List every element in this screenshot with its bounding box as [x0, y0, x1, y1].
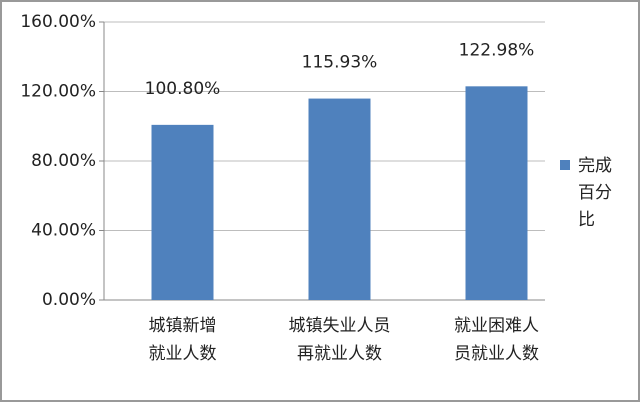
y-tick-label: 120.00% — [20, 82, 96, 102]
legend-label: 完成百分比 — [578, 156, 612, 230]
bar — [308, 98, 371, 300]
value-label: 122.98% — [459, 40, 535, 60]
y-tick-label: 160.00% — [20, 12, 96, 32]
bar — [151, 124, 214, 300]
value-label: 100.80% — [145, 79, 221, 99]
x-tick-label: 就业困难人员就业人数 — [454, 316, 539, 364]
legend-swatch — [560, 160, 570, 170]
bar — [465, 86, 528, 300]
value-label: 115.93% — [302, 53, 378, 73]
y-tick-label: 40.00% — [31, 221, 96, 241]
y-tick-label: 80.00% — [31, 151, 96, 171]
x-tick-label: 城镇失业人员再就业人数 — [289, 316, 391, 364]
y-tick-label: 0.00% — [42, 290, 96, 310]
x-tick-label: 城镇新增就业人数 — [149, 316, 217, 364]
